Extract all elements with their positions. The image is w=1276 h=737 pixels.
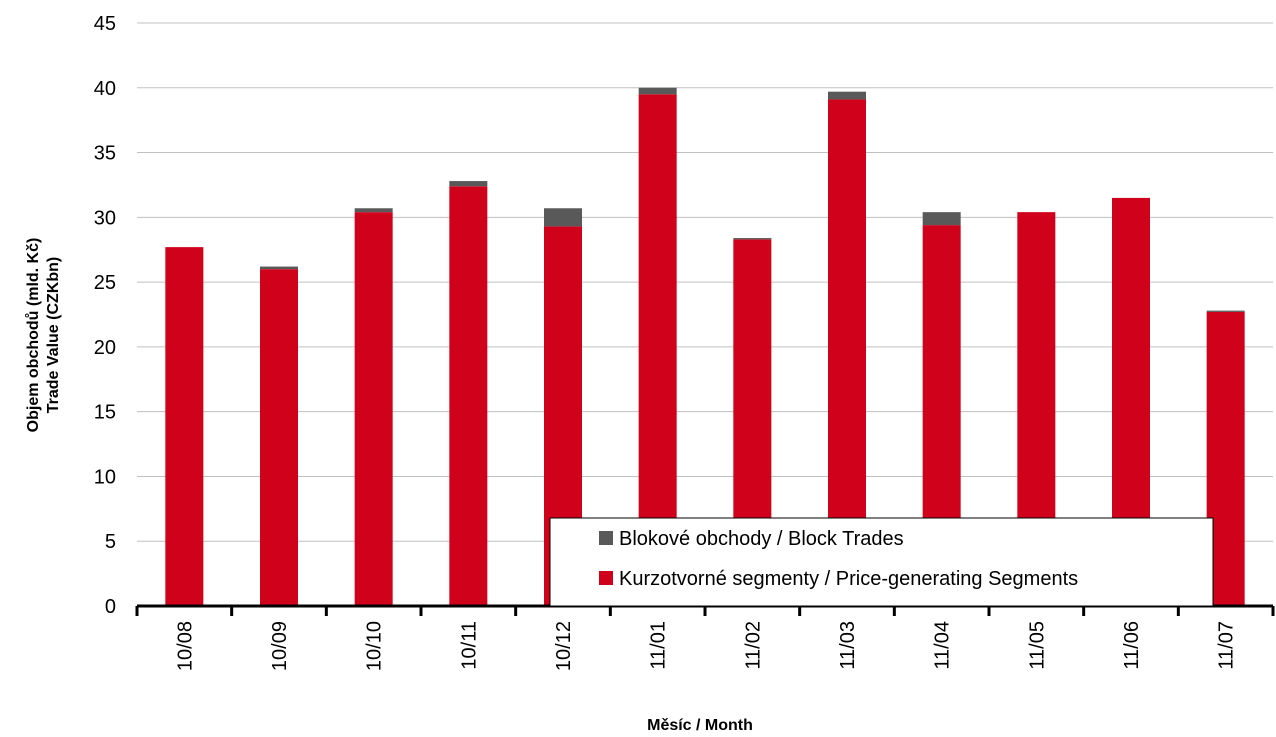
x-tick-label: 11/02	[742, 621, 764, 670]
bar-segment	[260, 269, 298, 606]
bar-segment	[449, 186, 488, 607]
bar-segment	[828, 91, 866, 100]
y-tick-label: 30	[94, 207, 116, 229]
x-tick-label: 10/11	[458, 621, 480, 670]
y-tick-label: 25	[94, 272, 116, 294]
bar-segment	[922, 212, 961, 226]
legend-label-price-generating: Kurzotvorné segmenty / Price-generating …	[619, 568, 1078, 590]
x-tick-label: 11/05	[1026, 621, 1048, 670]
y-axis-title-line1: Objem obchodů (mld. Kč)	[25, 238, 42, 433]
y-tick-label: 35	[94, 143, 116, 165]
axes	[135, 604, 1275, 616]
x-tick-label: 10/12	[553, 621, 575, 671]
x-tick-label: 11/06	[1121, 621, 1143, 670]
bar-segment	[354, 208, 393, 213]
bar-segment	[354, 212, 393, 606]
bar-segment	[260, 266, 298, 270]
y-tick-label: 0	[105, 596, 116, 618]
y-tick-label: 45	[94, 13, 116, 35]
bar-segment	[733, 238, 772, 240]
gridlines	[137, 22, 1273, 542]
legend: Blokové obchody / Block Trades Kurzotvor…	[549, 517, 1214, 607]
y-tick-label: 20	[94, 337, 116, 359]
y-tick-label: 15	[94, 402, 116, 424]
x-tick-label: 11/04	[932, 621, 954, 670]
x-tick-labels: 10/08 10/09 10/10 10/11 10/12 11/01 11/02 11/03…	[174, 621, 1237, 671]
bar-segment	[449, 181, 488, 187]
bar-segment	[544, 208, 582, 227]
x-tick-label: 11/03	[837, 621, 859, 670]
x-tick-label: 10/10	[364, 621, 386, 671]
y-axis-title-line2: Trade Value (CZKbn)	[45, 257, 62, 413]
x-tick-label: 10/09	[269, 621, 291, 671]
x-tick-label: 11/07	[1216, 621, 1238, 670]
bar-segment	[165, 247, 204, 606]
x-tick-label: 10/08	[174, 621, 196, 671]
legend-swatch-block-trades	[599, 531, 613, 545]
y-tick-label: 40	[94, 78, 116, 100]
legend-label-block-trades: Blokové obchody / Block Trades	[619, 528, 904, 550]
y-tick-label: 10	[94, 466, 116, 488]
bar-segment	[1206, 310, 1245, 312]
legend-swatch-price-generating	[599, 571, 613, 585]
x-tick-label: 11/01	[648, 621, 670, 670]
x-axis-title: Měsíc / Month	[647, 717, 753, 734]
y-tick-label: 5	[105, 531, 116, 553]
legend-box	[549, 517, 1214, 607]
bar-segment	[638, 87, 677, 95]
y-tick-labels: 0 5 10 15 20 25 30 35 40 45	[94, 13, 116, 618]
